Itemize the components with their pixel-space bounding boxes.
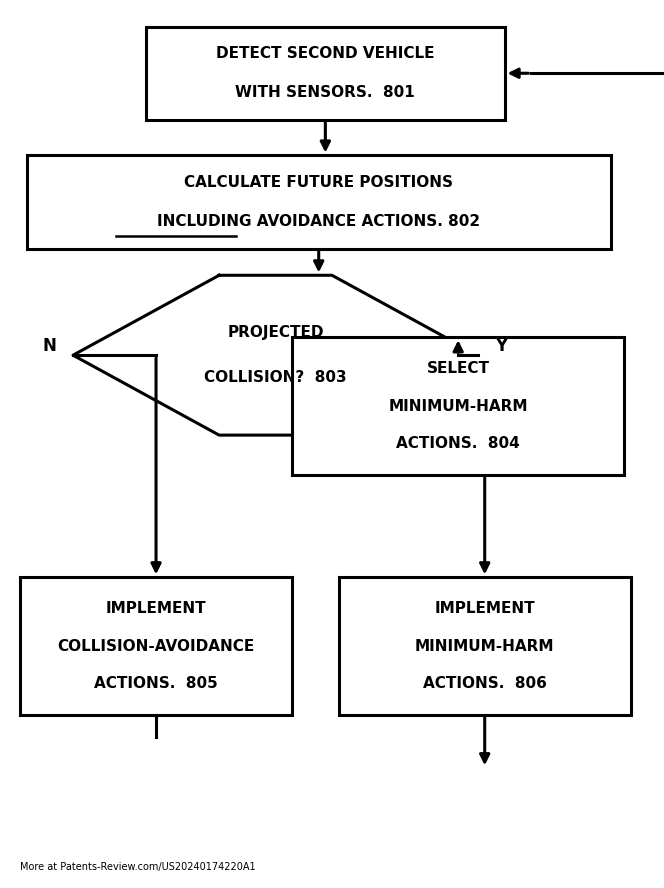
Text: ACTIONS.  804: ACTIONS. 804 xyxy=(396,436,520,451)
Text: Y: Y xyxy=(495,337,507,355)
FancyBboxPatch shape xyxy=(27,155,611,249)
FancyBboxPatch shape xyxy=(292,337,624,475)
Text: DETECT SECOND VEHICLE: DETECT SECOND VEHICLE xyxy=(216,46,435,61)
Text: PROJECTED: PROJECTED xyxy=(227,326,324,340)
Text: SELECT: SELECT xyxy=(427,361,489,377)
Text: CALCULATE FUTURE POSITIONS: CALCULATE FUTURE POSITIONS xyxy=(184,175,454,190)
Text: IMPLEMENT: IMPLEMENT xyxy=(434,601,535,616)
Text: N: N xyxy=(42,337,56,355)
Text: ACTIONS.  805: ACTIONS. 805 xyxy=(94,676,218,691)
Text: More at Patents-Review.com/US20240174220A1: More at Patents-Review.com/US20240174220… xyxy=(20,862,256,872)
Text: WITH SENSORS.  801: WITH SENSORS. 801 xyxy=(236,85,415,100)
Text: INCLUDING AVOIDANCE ACTIONS. 802: INCLUDING AVOIDANCE ACTIONS. 802 xyxy=(157,214,480,229)
Text: MINIMUM-HARM: MINIMUM-HARM xyxy=(388,399,528,414)
Text: ACTIONS.  806: ACTIONS. 806 xyxy=(423,676,546,691)
Text: COLLISION?  803: COLLISION? 803 xyxy=(205,370,347,385)
Polygon shape xyxy=(73,275,478,435)
FancyBboxPatch shape xyxy=(146,27,505,120)
Text: COLLISION-AVOIDANCE: COLLISION-AVOIDANCE xyxy=(57,638,255,654)
FancyBboxPatch shape xyxy=(20,577,292,715)
FancyBboxPatch shape xyxy=(339,577,631,715)
Text: MINIMUM-HARM: MINIMUM-HARM xyxy=(415,638,554,654)
Text: IMPLEMENT: IMPLEMENT xyxy=(106,601,207,616)
